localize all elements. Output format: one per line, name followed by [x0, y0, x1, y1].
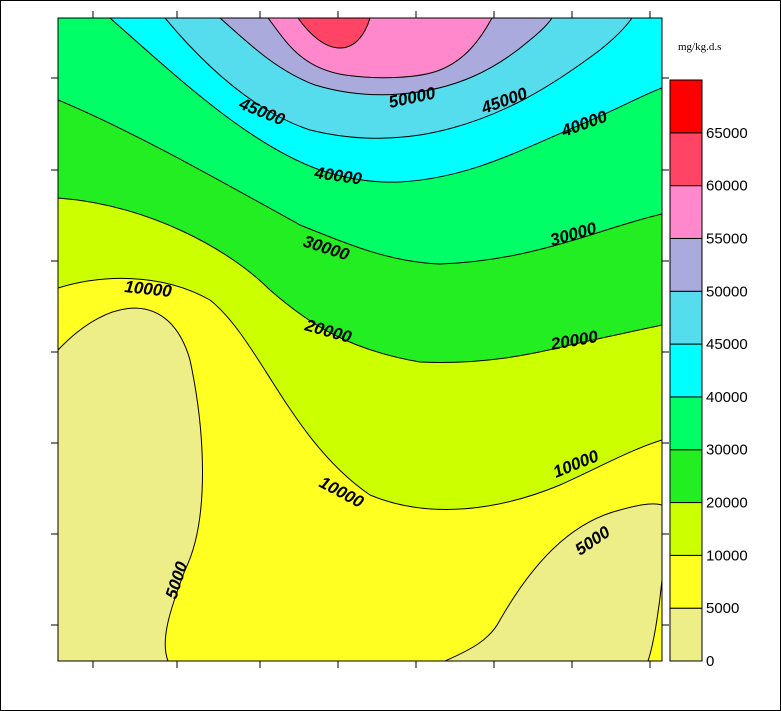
colorbar-tick-label: 65000 [706, 125, 748, 142]
colorbar-segment [669, 79, 703, 134]
colorbar: 0 5000 10000 20000 30000 40000 45000 50000 55000… [669, 79, 748, 670]
contour-fills [58, 18, 662, 661]
colorbar-segment [669, 343, 703, 398]
colorbar-tick-label: 60000 [706, 178, 748, 195]
colorbar-tick-label: 0 [706, 653, 714, 670]
contour-label: 10000 [124, 277, 174, 301]
colorbar-tick-label: 45000 [706, 336, 748, 353]
colorbar-segment [669, 290, 703, 345]
colorbar-segment [669, 449, 703, 504]
colorbar-segment [669, 396, 703, 451]
axis-ticks [51, 11, 669, 668]
colorbar-segment [669, 502, 703, 556]
plot-area-border [57, 17, 663, 662]
colorbar-tick-label: 55000 [706, 230, 748, 247]
colorbar-segment [669, 554, 703, 609]
colorbar-segment [669, 607, 703, 662]
colorbar-tick-label: 5000 [706, 600, 739, 617]
colorbar-segment [669, 237, 703, 292]
units-label: mg/kg.d.s [678, 41, 721, 53]
colorbar-tick-label: 40000 [706, 389, 748, 406]
colorbar-tick-label: 30000 [706, 442, 748, 459]
colorbar-tick-label: 50000 [706, 283, 748, 300]
band-60000 [297, 18, 371, 49]
colorbar-segment [669, 185, 703, 239]
colorbar-segment [669, 132, 703, 187]
colorbar-tick-label: 20000 [706, 495, 748, 512]
colorbar-tick-label: 10000 [706, 547, 748, 564]
